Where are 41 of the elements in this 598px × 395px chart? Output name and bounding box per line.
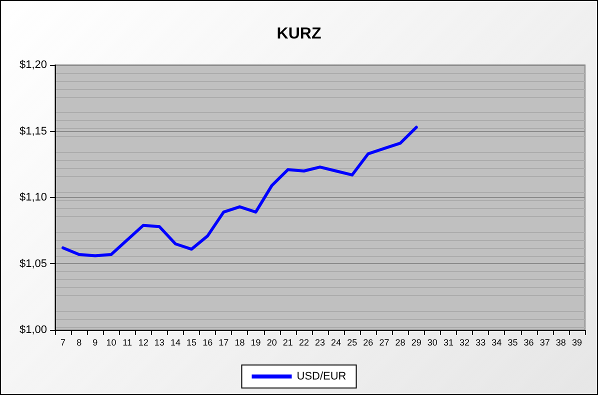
x-tick-label: 16 [202,338,213,348]
x-tick-label: 15 [186,338,197,348]
x-tick-label: 30 [427,338,438,348]
y-tick-label: $1,20 [19,59,47,71]
x-tick-label: 34 [492,338,502,348]
x-tick-label: 27 [379,338,390,348]
x-tick-label: 25 [347,338,358,348]
x-tick-label: 33 [476,338,486,348]
x-tick-label: 10 [106,338,116,348]
y-tick-label: $1,10 [19,192,47,204]
x-tick-label: 37 [540,338,550,348]
x-tick-label: 36 [524,338,534,348]
x-tick-label: 14 [170,338,180,348]
legend-label: USD/EUR [296,370,346,382]
x-tick-label: 24 [331,338,342,348]
x-tick-label: 21 [282,338,293,348]
chart-title: KURZ [276,26,322,42]
x-tick-label: 35 [508,338,518,348]
x-tick-label: 18 [234,338,245,348]
x-tick-label: 26 [363,338,374,348]
y-tick-label: $1,00 [19,324,47,336]
x-tick-label: 13 [154,338,164,348]
x-tick-label: 31 [443,338,454,348]
x-tick-label: 38 [556,338,566,348]
x-tick-label: 7 [60,338,66,348]
x-tick-label: 8 [76,338,82,348]
x-tick-label: 22 [298,338,309,348]
x-tick-label: 20 [266,338,277,348]
x-tick-label: 39 [572,338,582,348]
x-tick-label: 9 [92,338,98,348]
x-tick-label: 11 [122,338,132,348]
x-tick-label: 29 [411,338,422,348]
x-tick-label: 32 [460,338,470,348]
x-tick-label: 19 [250,338,261,348]
x-tick-label: 23 [314,338,326,348]
x-tick-label: 28 [395,338,406,348]
y-tick-label: $1,05 [19,258,47,270]
line-series [62,126,418,258]
y-tick-label: $1,15 [19,125,47,138]
x-tick-label: 17 [218,338,229,348]
x-tick-label: 12 [138,338,148,348]
